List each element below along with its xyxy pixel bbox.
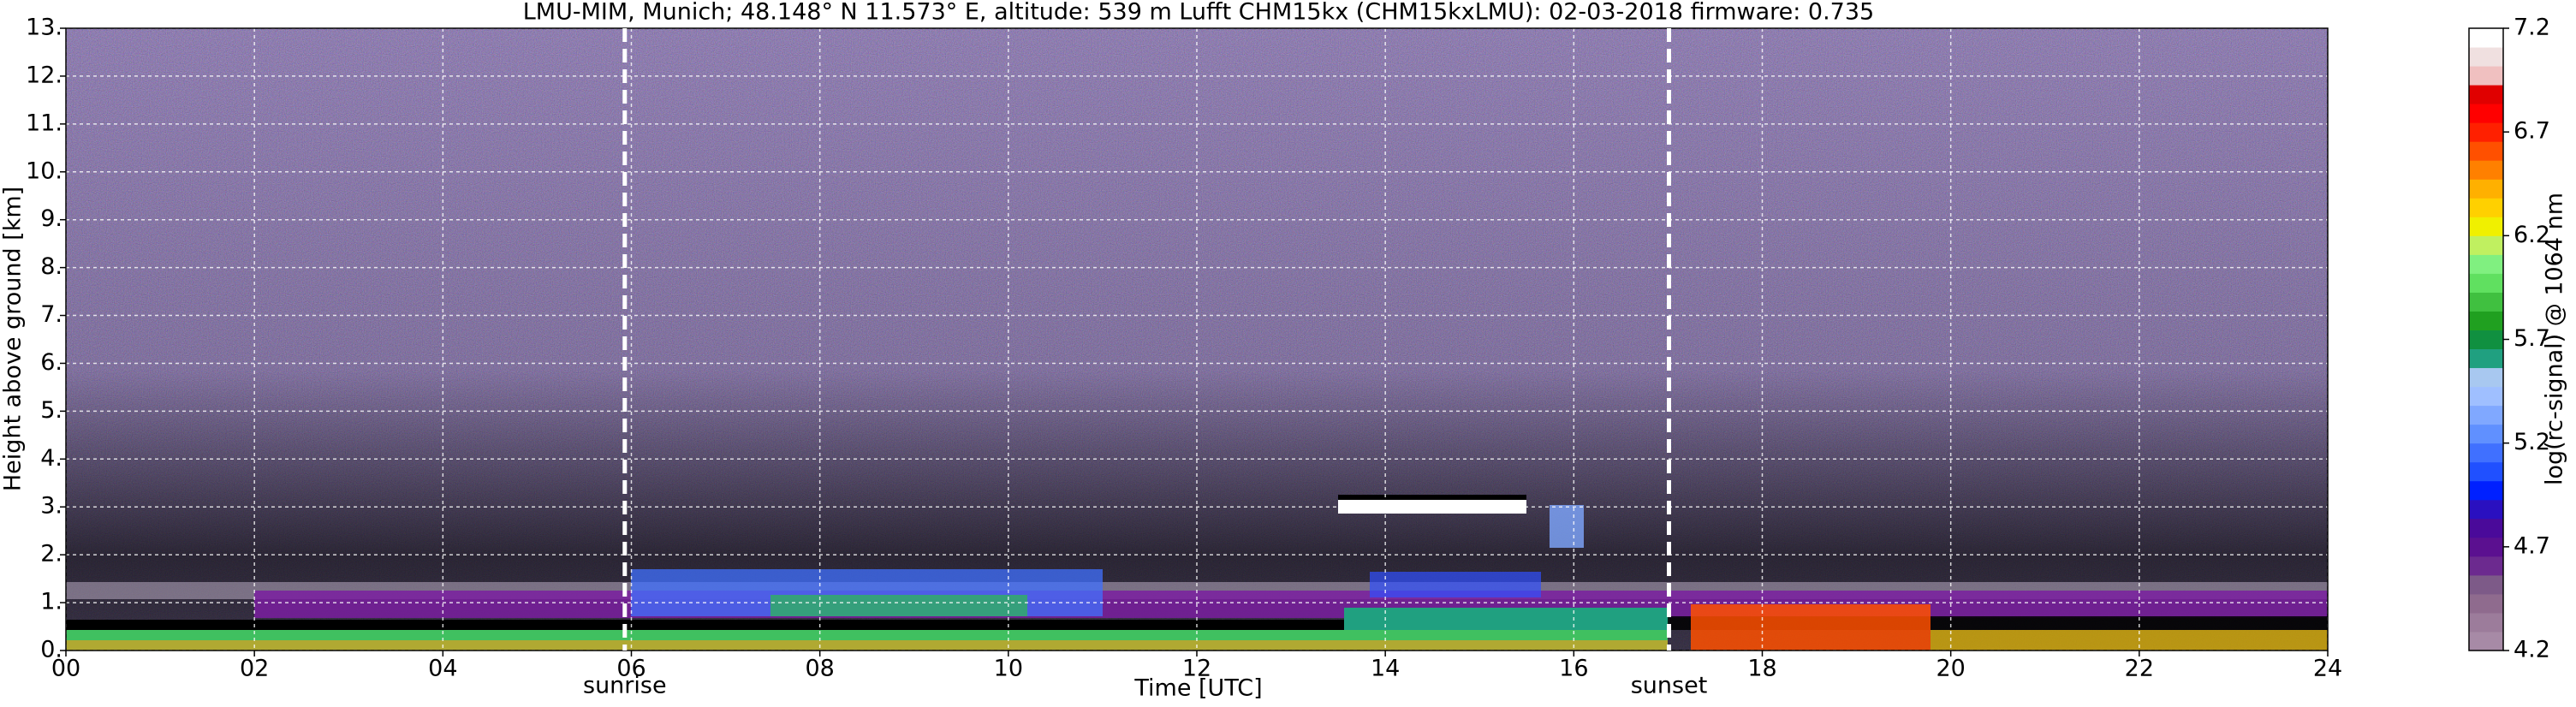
layer xyxy=(1691,604,1931,651)
colorbar-swatch xyxy=(2469,273,2503,293)
colorbar-swatch xyxy=(2469,405,2503,425)
colorbar-swatch xyxy=(2469,367,2503,388)
y-tick-label: 6. xyxy=(40,349,62,376)
colorbar-swatch xyxy=(2469,480,2503,501)
colorbar-tick-label: 5.2 xyxy=(2514,429,2550,455)
colorbar-swatch xyxy=(2469,47,2503,67)
colorbar-swatch xyxy=(2469,330,2503,350)
colorbar-swatch xyxy=(2469,235,2503,255)
y-tick-label: 11. xyxy=(26,110,62,136)
colorbar-swatch xyxy=(2469,28,2503,48)
chart-title: LMU-MIM, Munich; 48.148° N 11.573° E, al… xyxy=(523,0,1874,26)
x-tick-label: 22 xyxy=(2125,656,2154,682)
colorbar-swatch xyxy=(2469,141,2503,161)
y-tick-label: 0. xyxy=(40,637,62,663)
colorbar-label: log(rc-signal) @ 1064 nm xyxy=(2542,193,2568,485)
x-tick-label: 16 xyxy=(1559,656,1588,682)
x-tick-label: 20 xyxy=(1936,656,1965,682)
cloud xyxy=(1338,495,1526,500)
x-tick-label: 10 xyxy=(994,656,1023,682)
colorbar-swatch xyxy=(2469,386,2503,407)
y-tick-label: 12. xyxy=(26,62,62,88)
y-tick-label: 2. xyxy=(40,541,62,567)
colorbar: 4.2 4.7 5.2 5.7 6.2 6.7 7.2 xyxy=(2468,15,2550,663)
colorbar-swatch xyxy=(2469,537,2503,557)
x-tick-label: 04 xyxy=(428,656,457,682)
colorbar-swatch xyxy=(2469,104,2503,123)
colorbar-swatch xyxy=(2469,198,2503,217)
layer xyxy=(1344,608,1669,630)
x-tick-label: 18 xyxy=(1747,656,1776,682)
colorbar-tick-label: 7.2 xyxy=(2514,15,2550,41)
y-tick-label: 7. xyxy=(40,301,62,328)
x-tick-label: 06 xyxy=(616,656,645,682)
colorbar-swatch xyxy=(2469,443,2503,463)
y-tick-label: 9. xyxy=(40,205,62,232)
colorbar-swatch xyxy=(2469,612,2503,633)
colorbar-swatch xyxy=(2469,292,2503,312)
x-tick-label: 08 xyxy=(805,656,834,682)
colorbar-swatch xyxy=(2469,254,2503,274)
colorbar-swatch xyxy=(2469,593,2503,614)
event-label: sunset xyxy=(1631,673,1708,699)
colorbar-swatch xyxy=(2469,66,2503,86)
x-axis-label: Time [UTC] xyxy=(1133,675,1262,702)
x-tick-label: 00 xyxy=(51,656,80,682)
colorbar-swatch xyxy=(2469,311,2503,330)
layer xyxy=(1931,630,2328,651)
y-tick-label: 10. xyxy=(26,157,62,184)
colorbar-swatch xyxy=(2469,574,2503,595)
cloud xyxy=(1550,505,1584,548)
layer xyxy=(66,640,1668,651)
event-label: sunrise xyxy=(583,673,667,699)
layer xyxy=(770,595,1027,616)
y-tick-label: 8. xyxy=(40,253,62,280)
colorbar-swatch xyxy=(2469,556,2503,576)
colorbar-swatch xyxy=(2469,179,2503,199)
colorbar-swatch xyxy=(2469,348,2503,369)
colorbar-tick-label: 4.7 xyxy=(2514,532,2550,559)
y-tick-label: 4. xyxy=(40,445,62,472)
y-axis-label: Height above ground [km] xyxy=(0,187,27,491)
layer xyxy=(254,591,2328,618)
x-tick-label: 12 xyxy=(1182,656,1211,682)
layer xyxy=(66,620,1668,630)
y-tick-label: 1. xyxy=(40,589,62,615)
colorbar-tick-label: 6.2 xyxy=(2514,222,2550,248)
colorbar-tick-label: 5.7 xyxy=(2514,325,2550,352)
x-tick-label: 14 xyxy=(1371,656,1400,682)
y-tick-label: 3. xyxy=(40,493,62,520)
colorbar-swatch xyxy=(2469,160,2503,180)
colorbar-swatch xyxy=(2469,85,2503,104)
colorbar-tick-label: 4.2 xyxy=(2514,637,2550,663)
colorbar-swatch xyxy=(2469,217,2503,236)
colorbar-swatch xyxy=(2469,518,2503,538)
y-tick-label: 5. xyxy=(40,397,62,424)
layer xyxy=(1370,572,1541,597)
colorbar-swatch xyxy=(2469,122,2503,142)
colorbar-tick-label: 6.7 xyxy=(2514,118,2550,145)
colorbar-swatch xyxy=(2469,631,2503,651)
x-tick-label: 24 xyxy=(2313,656,2342,682)
colorbar-swatch xyxy=(2469,499,2503,520)
x-tick-label: 02 xyxy=(240,656,269,682)
y-tick-label: 13. xyxy=(26,15,62,41)
colorbar-swatch xyxy=(2469,424,2503,444)
colorbar-swatch xyxy=(2469,461,2503,482)
